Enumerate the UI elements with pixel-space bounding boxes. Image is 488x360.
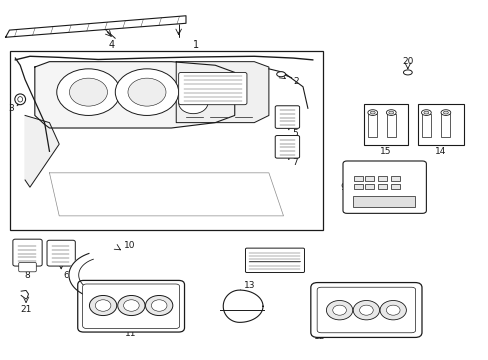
Bar bbox=[386, 114, 395, 137]
Text: 10: 10 bbox=[124, 242, 135, 251]
Bar bbox=[365, 176, 373, 181]
Polygon shape bbox=[35, 62, 234, 128]
FancyBboxPatch shape bbox=[13, 239, 42, 266]
Text: 4: 4 bbox=[109, 40, 115, 50]
FancyBboxPatch shape bbox=[82, 284, 179, 328]
FancyBboxPatch shape bbox=[275, 106, 299, 129]
Polygon shape bbox=[5, 16, 185, 37]
Circle shape bbox=[352, 301, 379, 320]
Text: 20: 20 bbox=[401, 57, 413, 66]
Ellipse shape bbox=[421, 110, 430, 116]
Ellipse shape bbox=[276, 72, 285, 77]
Circle shape bbox=[386, 305, 399, 315]
Bar bbox=[390, 184, 399, 189]
Text: 9: 9 bbox=[340, 183, 345, 192]
Bar bbox=[363, 104, 407, 145]
Text: 15: 15 bbox=[379, 147, 391, 156]
Circle shape bbox=[332, 305, 346, 315]
Bar bbox=[352, 196, 414, 207]
FancyBboxPatch shape bbox=[78, 280, 184, 332]
Circle shape bbox=[178, 92, 207, 114]
Bar bbox=[10, 51, 322, 230]
FancyBboxPatch shape bbox=[310, 283, 421, 337]
Text: 11: 11 bbox=[125, 329, 136, 338]
Ellipse shape bbox=[403, 70, 411, 75]
Ellipse shape bbox=[367, 110, 377, 116]
Text: 14: 14 bbox=[434, 147, 446, 156]
Text: 16: 16 bbox=[440, 137, 450, 146]
Ellipse shape bbox=[18, 96, 22, 102]
Circle shape bbox=[145, 296, 172, 316]
Ellipse shape bbox=[386, 110, 395, 116]
Bar bbox=[417, 104, 463, 145]
Circle shape bbox=[359, 305, 372, 315]
Circle shape bbox=[57, 69, 120, 116]
Text: 1: 1 bbox=[192, 40, 199, 50]
Bar bbox=[377, 176, 386, 181]
Text: 7: 7 bbox=[291, 158, 297, 167]
Ellipse shape bbox=[15, 94, 25, 105]
Text: 17: 17 bbox=[367, 137, 377, 146]
Circle shape bbox=[69, 78, 107, 106]
FancyBboxPatch shape bbox=[245, 248, 304, 273]
Text: 8: 8 bbox=[24, 271, 30, 280]
Text: 19: 19 bbox=[386, 137, 395, 146]
Circle shape bbox=[118, 296, 145, 316]
Circle shape bbox=[151, 300, 166, 311]
FancyBboxPatch shape bbox=[47, 240, 75, 266]
Bar bbox=[353, 184, 362, 189]
Circle shape bbox=[128, 78, 165, 106]
Text: 2: 2 bbox=[292, 77, 298, 86]
FancyBboxPatch shape bbox=[342, 161, 426, 213]
FancyBboxPatch shape bbox=[19, 262, 36, 272]
Text: 12: 12 bbox=[314, 332, 325, 341]
Text: 6: 6 bbox=[63, 271, 69, 280]
FancyBboxPatch shape bbox=[317, 287, 415, 333]
Text: 3: 3 bbox=[8, 104, 14, 113]
Text: 5: 5 bbox=[291, 129, 297, 138]
Bar bbox=[421, 114, 430, 137]
Polygon shape bbox=[21, 291, 28, 299]
Circle shape bbox=[115, 69, 178, 116]
Text: 13: 13 bbox=[243, 281, 255, 290]
Ellipse shape bbox=[443, 111, 447, 114]
Polygon shape bbox=[223, 290, 263, 322]
Bar bbox=[365, 184, 373, 189]
Bar bbox=[441, 114, 449, 137]
Bar bbox=[377, 184, 386, 189]
Circle shape bbox=[95, 300, 111, 311]
Bar bbox=[367, 114, 376, 137]
Bar bbox=[353, 176, 362, 181]
Circle shape bbox=[379, 301, 406, 320]
Ellipse shape bbox=[369, 111, 374, 114]
Text: 21: 21 bbox=[20, 305, 32, 314]
Polygon shape bbox=[69, 253, 93, 297]
Circle shape bbox=[89, 296, 117, 316]
Polygon shape bbox=[176, 62, 268, 123]
Polygon shape bbox=[25, 116, 59, 187]
Circle shape bbox=[326, 301, 352, 320]
Ellipse shape bbox=[440, 110, 450, 116]
Bar bbox=[390, 176, 399, 181]
Circle shape bbox=[123, 300, 139, 311]
FancyBboxPatch shape bbox=[178, 72, 246, 105]
Ellipse shape bbox=[388, 111, 393, 114]
Text: 18: 18 bbox=[421, 137, 430, 146]
FancyBboxPatch shape bbox=[275, 135, 299, 158]
Ellipse shape bbox=[423, 111, 428, 114]
